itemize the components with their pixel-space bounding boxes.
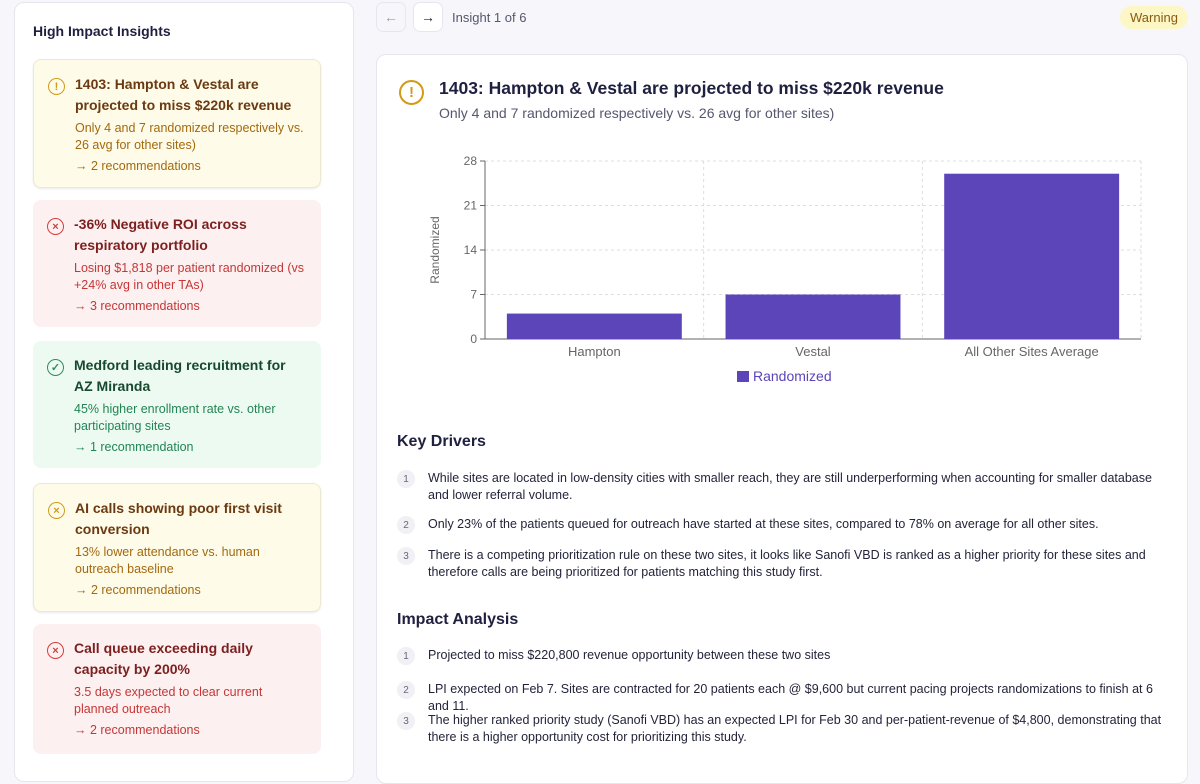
key-driver-text: Only 23% of the patients queued for outr… <box>428 517 1099 531</box>
insight-title: 1403: Hampton & Vestal are projected to … <box>439 78 944 98</box>
legend-swatch <box>737 371 749 382</box>
recommendations-link[interactable]: → 2 recommendations <box>75 583 201 597</box>
y-tick-label: 21 <box>464 199 478 213</box>
insight-card-title: 1403: Hampton & Vestal are projected to … <box>75 76 292 113</box>
insight-detail: ! 1403: Hampton & Vestal are projected t… <box>376 54 1188 784</box>
impact-text: Projected to miss $220,800 revenue oppor… <box>428 648 831 662</box>
arrow-left-icon: ← <box>384 9 398 25</box>
insight-card-desc: 13% lower attendance vs. human outreach … <box>75 545 260 576</box>
insight-card-title: Medford leading recruitment for AZ Miran… <box>74 357 286 394</box>
item-number: 2 <box>397 516 415 534</box>
key-driver-text: There is a competing prioritization rule… <box>428 548 1146 579</box>
item-number: 3 <box>397 712 415 730</box>
legend-label: Randomized <box>753 368 832 384</box>
insight-card[interactable]: ✓ Medford leading recruitment for AZ Mir… <box>33 341 321 468</box>
y-tick-label: 28 <box>464 154 478 168</box>
insight-card-desc: 3.5 days expected to clear current plann… <box>74 685 263 716</box>
recommendations-link[interactable]: → 1 recommendation <box>74 440 194 454</box>
impact-item: 3 The higher ranked priority study (Sanof… <box>397 712 1167 746</box>
insight-card[interactable]: × AI calls showing poor first visit conv… <box>33 483 321 612</box>
arrow-right-icon: → <box>421 9 435 25</box>
insight-card-title: AI calls showing poor first visit conver… <box>75 500 282 537</box>
alert-circle-icon: ! <box>399 80 424 105</box>
prev-insight-button[interactable]: ← <box>376 2 406 32</box>
next-insight-button[interactable]: → <box>413 2 443 32</box>
x-tick-label: Hampton <box>568 344 621 359</box>
x-tick-label: All Other Sites Average <box>965 344 1099 359</box>
insight-card-desc: 45% higher enrollment rate vs. other par… <box>74 402 276 433</box>
bar <box>725 294 901 339</box>
key-driver-item: 3 There is a competing prioritization rul… <box>397 547 1167 581</box>
insight-card[interactable]: ! 1403: Hampton & Vestal are projected t… <box>33 59 321 188</box>
insight-card[interactable]: × Call queue exceeding daily capacity by… <box>33 624 321 754</box>
randomized-bar-chart: 0 7 14 21 28 Hampton Vestal All Other Sites Ave… <box>428 154 1142 384</box>
y-tick-label: 7 <box>470 288 477 302</box>
bar <box>944 173 1120 339</box>
impact-text: The higher ranked priority study (Sanofi… <box>428 713 1162 744</box>
impact-text: LPI expected on Feb 7. Sites are contrac… <box>428 682 1153 713</box>
sidebar-title: High Impact Insights <box>33 23 171 39</box>
impact-item: 2 LPI expected on Feb 7. Sites are contra… <box>397 681 1167 715</box>
x-circle-icon: × <box>48 502 65 519</box>
item-number: 3 <box>397 547 415 565</box>
insight-card-desc: Only 4 and 7 randomized respectively vs.… <box>75 121 304 152</box>
key-driver-item: 1 While sites are located in low-density … <box>397 470 1167 504</box>
impact-analysis-title: Impact Analysis <box>397 611 519 628</box>
recommendations-link[interactable]: → 2 recommendations <box>75 159 201 173</box>
x-tick-label: Vestal <box>795 344 831 359</box>
insight-card-title: -36% Negative ROI across respiratory por… <box>74 216 247 253</box>
key-driver-text: While sites are located in low-density c… <box>428 471 1152 502</box>
x-circle-icon: × <box>47 642 64 659</box>
impact-item: 1 Projected to miss $220,800 revenue oppo… <box>397 647 1167 665</box>
insight-card[interactable]: × -36% Negative ROI across respiratory p… <box>33 200 321 327</box>
check-circle-icon: ✓ <box>47 359 64 376</box>
key-driver-item: 2 Only 23% of the patients queued for out… <box>397 516 1167 534</box>
bar <box>506 313 682 339</box>
insight-counter: Insight 1 of 6 <box>452 10 527 25</box>
x-circle-icon: × <box>47 218 64 235</box>
insight-subtitle: Only 4 and 7 randomized respectively vs.… <box>439 105 835 121</box>
insights-sidebar: High Impact Insights ! 1403: Hampton & V… <box>14 2 354 782</box>
insight-card-desc: Losing $1,818 per patient randomized (vs… <box>74 261 305 292</box>
item-number: 1 <box>397 470 415 488</box>
recommendations-link[interactable]: → 2 recommendations <box>74 723 200 737</box>
item-number: 1 <box>397 647 415 665</box>
status-badge: Warning <box>1120 6 1188 29</box>
y-tick-label: 14 <box>464 243 478 257</box>
key-drivers-title: Key Drivers <box>397 433 486 450</box>
recommendations-link[interactable]: → 3 recommendations <box>74 299 200 313</box>
y-tick-label: 0 <box>470 332 477 346</box>
insight-card-title: Call queue exceeding daily capacity by 2… <box>74 640 253 677</box>
alert-circle-icon: ! <box>48 78 65 95</box>
y-axis-label: Randomized <box>428 216 442 283</box>
item-number: 2 <box>397 681 415 699</box>
